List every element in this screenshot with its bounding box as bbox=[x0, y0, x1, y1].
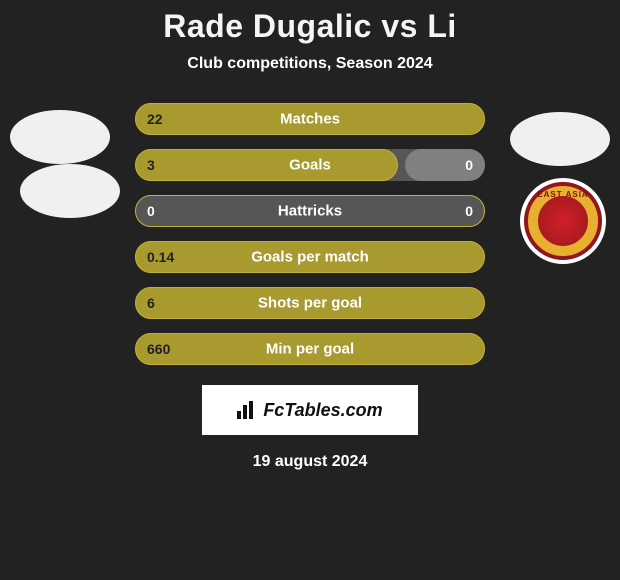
brand-label: FcTables.com bbox=[263, 400, 382, 421]
stat-value-left: 660 bbox=[147, 341, 170, 357]
brand-text: FcTables.com bbox=[237, 400, 382, 421]
stat-value-left: 3 bbox=[147, 157, 155, 173]
stat-label: Goals bbox=[289, 157, 331, 174]
date-label: 19 august 2024 bbox=[0, 453, 620, 471]
stat-label: Hattricks bbox=[278, 203, 342, 220]
stat-value-left: 6 bbox=[147, 295, 155, 311]
chart-container: Rade Dugalic vs Li Club competitions, Se… bbox=[0, 0, 620, 471]
stat-value-left: 22 bbox=[147, 111, 163, 127]
stat-row: 660 Min per goal bbox=[135, 333, 485, 365]
stat-row: 0.14 Goals per match bbox=[135, 241, 485, 273]
stat-value-right: 0 bbox=[465, 157, 473, 173]
stat-value-right: 0 bbox=[465, 203, 473, 219]
stat-label: Min per goal bbox=[266, 341, 354, 358]
stat-row: 6 Shots per goal bbox=[135, 287, 485, 319]
stat-row: 0 0 Hattricks bbox=[135, 195, 485, 227]
stat-value-left: 0.14 bbox=[147, 249, 174, 265]
team-logo-left-placeholder-2 bbox=[20, 164, 120, 218]
bar-left-fill bbox=[135, 149, 398, 181]
page-title: Rade Dugalic vs Li bbox=[0, 8, 620, 45]
comparison-bars: 22 Matches 3 0 Goals 0 0 Hattricks 0.14 Goals per… bbox=[135, 103, 485, 365]
bars-icon bbox=[237, 401, 259, 419]
stat-label: Shots per goal bbox=[258, 295, 362, 312]
brand-box: FcTables.com bbox=[202, 385, 418, 435]
badge-text: EAST ASIA bbox=[524, 190, 602, 199]
team-logo-left-placeholder-1 bbox=[10, 110, 110, 164]
team-logo-right-placeholder bbox=[510, 112, 610, 166]
stat-value-left: 0 bbox=[147, 203, 155, 219]
page-subtitle: Club competitions, Season 2024 bbox=[0, 55, 620, 73]
stat-row: 22 Matches bbox=[135, 103, 485, 135]
stat-label: Goals per match bbox=[251, 249, 369, 266]
stat-row: 3 0 Goals bbox=[135, 149, 485, 181]
stat-label: Matches bbox=[280, 111, 340, 128]
team-badge-right: EAST ASIA bbox=[520, 178, 606, 264]
